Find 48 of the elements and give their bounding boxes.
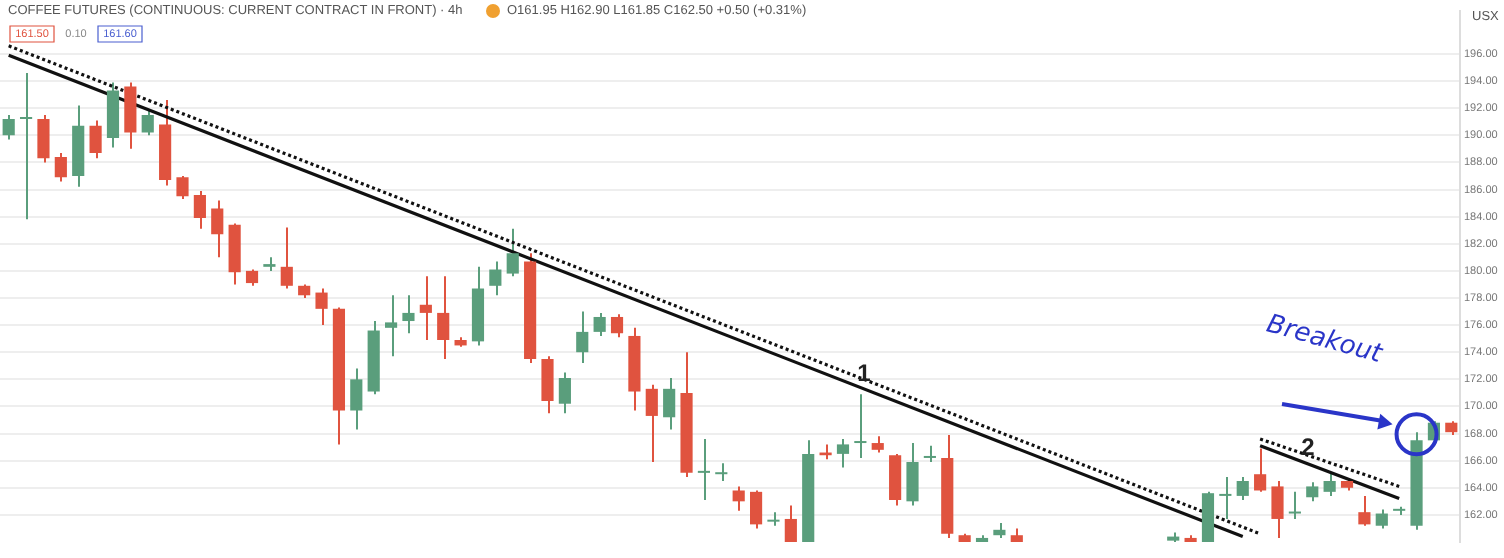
candlestick xyxy=(437,275,450,360)
candlestick xyxy=(906,442,919,507)
candlestick xyxy=(350,367,363,431)
candlestick xyxy=(784,504,797,543)
candlestick xyxy=(506,227,519,278)
candlestick xyxy=(2,113,15,141)
candlestick xyxy=(106,81,120,149)
annotation: 1 xyxy=(857,358,872,387)
candlestick xyxy=(124,81,137,150)
candlestick xyxy=(610,313,624,339)
candlestick xyxy=(1323,471,1336,497)
candlestick xyxy=(558,371,571,415)
candlestick xyxy=(715,462,728,482)
candlestick xyxy=(89,119,102,160)
candlestick xyxy=(576,310,589,365)
candlestick xyxy=(854,393,867,459)
candlestick xyxy=(645,383,658,464)
candlestick xyxy=(280,226,293,290)
candlestick xyxy=(176,174,189,201)
candlestick xyxy=(732,485,745,512)
annotation: 2 xyxy=(1301,432,1316,461)
candlestick xyxy=(315,287,328,327)
candlestick xyxy=(489,260,502,297)
candlestick xyxy=(384,294,398,358)
candlestick xyxy=(1219,475,1232,520)
candlestick xyxy=(541,355,554,415)
candlestick xyxy=(836,437,850,469)
candlestick xyxy=(19,71,33,221)
candlestick xyxy=(1306,481,1319,503)
candlestick xyxy=(1236,475,1249,501)
candlestick xyxy=(697,437,711,501)
candlestick xyxy=(228,222,241,286)
candlestick xyxy=(1375,508,1388,530)
candlestick xyxy=(141,109,154,137)
candlestick xyxy=(1358,494,1371,527)
candlestick xyxy=(211,199,224,259)
candlestick xyxy=(889,452,902,507)
candlestick xyxy=(1254,447,1267,493)
candlestick xyxy=(749,489,763,530)
candlestick xyxy=(593,311,606,337)
candlestick xyxy=(37,113,50,164)
candlestick xyxy=(1271,480,1284,539)
candlestick xyxy=(193,189,206,230)
candlestick xyxy=(419,275,432,342)
candlestick xyxy=(663,376,676,431)
candlestick xyxy=(1288,490,1301,520)
candlestick xyxy=(402,294,415,335)
candlestick xyxy=(54,151,67,183)
